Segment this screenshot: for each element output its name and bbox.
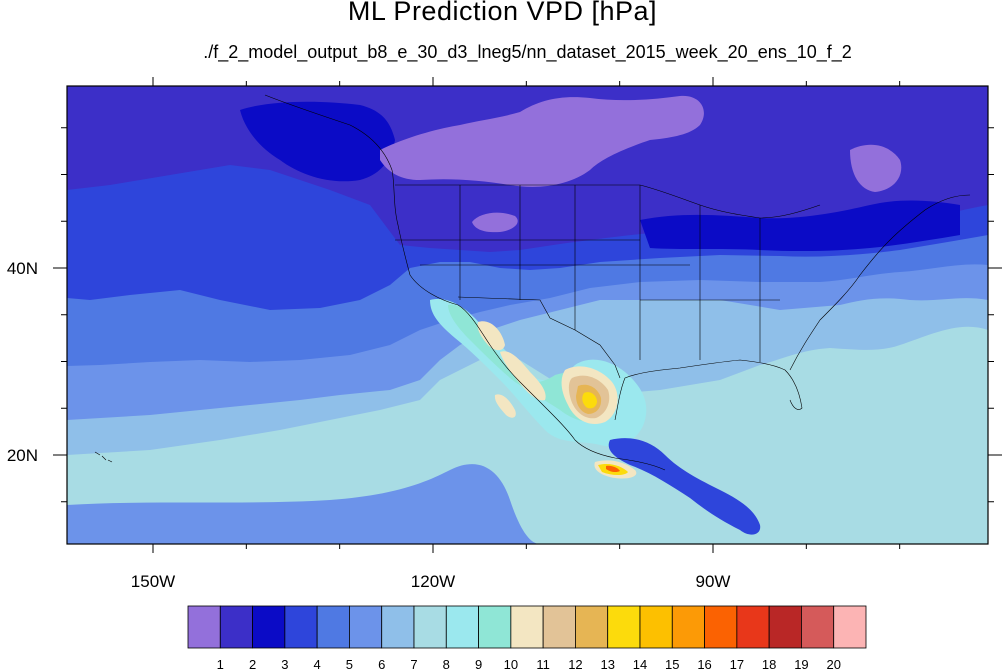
colorbar-swatch xyxy=(284,605,318,649)
colorbar-label: 14 xyxy=(633,657,647,672)
colorbar-label: 8 xyxy=(443,657,450,672)
colorbar-label: 20 xyxy=(826,657,840,672)
colorbar-swatch xyxy=(542,605,576,649)
hawaii-islands xyxy=(94,451,113,463)
colorbar-label: 2 xyxy=(249,657,256,672)
lon-tick-label: 90W xyxy=(696,572,731,591)
contour-level-3-mexico-strip xyxy=(608,438,761,535)
colorbar-label: 10 xyxy=(504,657,518,672)
colorbar-swatch xyxy=(510,605,544,649)
contour-level-11-baja xyxy=(494,394,516,418)
colorbar-label: 17 xyxy=(730,657,744,672)
vpd-contour-field xyxy=(67,86,988,544)
colorbar-label: 9 xyxy=(475,657,482,672)
colorbar xyxy=(187,605,867,649)
colorbar-label: 12 xyxy=(568,657,582,672)
contour-level-3-inner-ne xyxy=(240,101,395,182)
contour-level-1-east-patch xyxy=(850,144,902,192)
colorbar-label: 3 xyxy=(281,657,288,672)
colorbar-label: 15 xyxy=(665,657,679,672)
coast-and-borders xyxy=(94,94,971,471)
contour-level-14-center xyxy=(582,392,597,409)
colorbar-swatch xyxy=(671,605,705,649)
colorbar-label: 13 xyxy=(600,657,614,672)
colorbar-swatch xyxy=(833,605,867,649)
lat-tick-label: 20N xyxy=(7,446,38,465)
colorbar-swatch xyxy=(478,605,512,649)
axis-tick-labels: 150W 120W 90W 40N 20N xyxy=(7,259,731,591)
map-subtitle: ./f_2_model_output_b8_e_30_d3_lneg5/nn_d… xyxy=(203,42,852,62)
colorbar-label: 19 xyxy=(794,657,808,672)
colorbar-swatch xyxy=(187,605,221,649)
contour-level-17-mexico-south xyxy=(606,465,620,473)
atlantic-coast-line xyxy=(789,194,971,371)
us-canada-border xyxy=(395,184,821,219)
pacific-coast-line xyxy=(264,94,666,471)
colorbar-label: 6 xyxy=(378,657,385,672)
colorbar-swatch xyxy=(607,605,641,649)
colorbar-swatch xyxy=(316,605,350,649)
colorbar-swatch xyxy=(704,605,738,649)
colorbar-swatch xyxy=(575,605,609,649)
lon-tick-label: 120W xyxy=(411,572,455,591)
colorbar-swatch xyxy=(381,605,415,649)
map-title: ML Prediction VPD [hPa] xyxy=(347,0,658,26)
colorbar-swatch xyxy=(639,605,673,649)
colorbar-label: 4 xyxy=(314,657,321,672)
contour-level-11-west xyxy=(477,321,505,351)
colorbar-swatch xyxy=(349,605,383,649)
colorbar-swatch xyxy=(219,605,253,649)
colorbar-swatch xyxy=(801,605,835,649)
contour-level-11-spine xyxy=(500,351,546,401)
colorbar-swatch xyxy=(445,605,479,649)
lon-tick-label: 150W xyxy=(131,572,175,591)
contour-level-1-ne-patch xyxy=(380,95,704,187)
colorbar-swatch xyxy=(768,605,802,649)
colorbar-label: 16 xyxy=(697,657,711,672)
colorbar-label: 11 xyxy=(536,657,550,672)
colorbar-labels: 1 2 3 4 5 6 7 8 9 10 11 12 13 14 15 16 17 18 19 20 xyxy=(217,657,841,672)
contour-level-1-small-patch xyxy=(472,212,518,233)
colorbar-label: 18 xyxy=(762,657,776,672)
colorbar-swatch xyxy=(252,605,286,649)
colorbar-swatch xyxy=(413,605,447,649)
colorbar-swatch xyxy=(736,605,770,649)
axis-ticks xyxy=(53,77,1002,553)
colorbar-label: 5 xyxy=(346,657,353,672)
contour-level-3-inner-ne2 xyxy=(640,200,960,252)
gulf-coast-line xyxy=(614,359,803,421)
colorbar-label: 7 xyxy=(410,657,417,672)
contour-level-5-band-south xyxy=(67,464,540,544)
colorbar-label: 1 xyxy=(217,657,224,672)
lat-tick-label: 40N xyxy=(7,259,38,278)
